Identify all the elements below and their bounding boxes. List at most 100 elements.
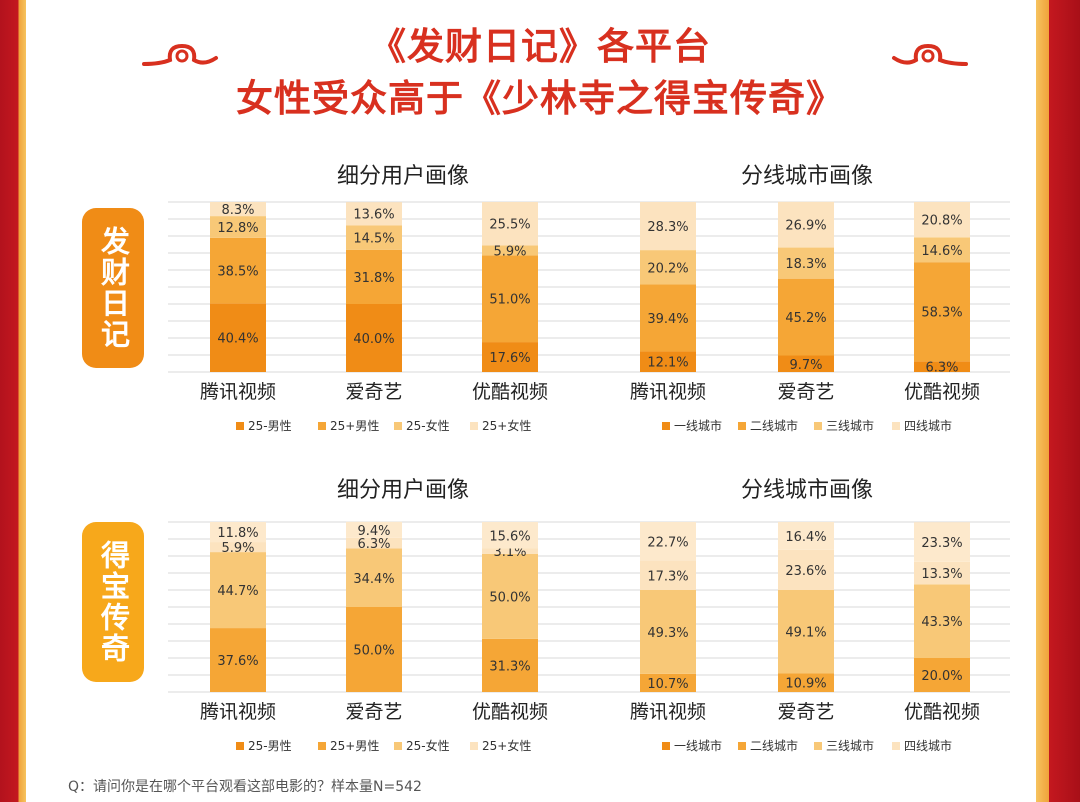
chart4-title: 分线城市画像 [740, 478, 873, 503]
legend-swatch [814, 422, 822, 430]
data-label: 10.9% [785, 677, 826, 692]
legend-swatch [318, 422, 326, 430]
legend-label: 二线城市 [750, 738, 798, 753]
legend-label: 四线城市 [904, 418, 952, 433]
data-label: 23.6% [785, 564, 826, 579]
bar-segment [914, 237, 970, 263]
bar-segment [210, 303, 266, 372]
legend-label: 一线城市 [674, 738, 722, 753]
data-label: 13.3% [921, 567, 962, 582]
data-label: 49.1% [785, 626, 826, 641]
data-label: 20.2% [647, 261, 688, 276]
data-label: 5.9% [493, 244, 526, 259]
data-label: 37.6% [217, 654, 258, 669]
category-label: 腾讯视频 [630, 381, 706, 403]
data-label: 11.8% [217, 526, 258, 541]
data-label: 17.6% [489, 351, 530, 366]
data-label: 14.6% [921, 244, 962, 259]
category-label: 优酷视频 [472, 381, 548, 403]
data-label: 15.6% [489, 529, 530, 544]
data-label: 14.5% [353, 232, 394, 247]
legend-swatch [738, 742, 746, 750]
data-label: 31.8% [353, 271, 394, 286]
legend-swatch [394, 742, 402, 750]
bar-segment [482, 548, 538, 554]
legend-swatch [892, 422, 900, 430]
bar-segment [914, 262, 970, 362]
data-label: 49.3% [647, 626, 688, 641]
category-label: 爱奇艺 [777, 701, 834, 723]
legend-label: 25-男性 [248, 739, 292, 753]
bar-segment [778, 201, 834, 248]
left-border [0, 0, 26, 802]
data-label: 9.7% [789, 358, 822, 373]
legend-swatch [236, 422, 244, 430]
data-label: 26.9% [785, 219, 826, 234]
bar-segment [640, 590, 696, 674]
bar-segment [778, 247, 834, 279]
film-tag-2-label: 得宝传奇 [96, 540, 131, 664]
data-label: 9.4% [357, 524, 390, 539]
data-label: 25.5% [489, 218, 530, 233]
bar-segment [914, 658, 970, 692]
film-tag-1: 发财日记 [82, 208, 144, 368]
film-tag-1-label: 发财日记 [96, 226, 131, 350]
bar-segment [914, 202, 970, 238]
data-label: 51.0% [489, 293, 530, 308]
data-label: 10.7% [647, 677, 688, 692]
legend-swatch [814, 742, 822, 750]
category-label: 爱奇艺 [777, 381, 834, 403]
legend-swatch [662, 422, 670, 430]
category-label: 优酷视频 [904, 701, 980, 723]
bar-segment [346, 249, 402, 304]
film-tag-2: 得宝传奇 [82, 522, 144, 682]
bar-segment [346, 607, 402, 692]
legend-label: 25-女性 [406, 418, 450, 433]
bar-segment [210, 522, 266, 543]
category-label: 腾讯视频 [630, 701, 706, 723]
title-line-2: 女性受众高于《少林寺之得宝传奇》 [236, 77, 844, 120]
bar-segment [210, 202, 266, 217]
data-label: 50.0% [489, 590, 530, 605]
chart1-title: 细分用户画像 [336, 164, 469, 189]
bar-segment [482, 638, 538, 692]
data-label: 18.3% [785, 257, 826, 272]
legend-swatch [318, 742, 326, 750]
category-label: 爱奇艺 [345, 381, 402, 403]
data-label: 39.4% [647, 312, 688, 327]
legend-label: 25-男性 [248, 419, 292, 433]
bar-segment [640, 351, 696, 372]
category-label: 优酷视频 [904, 381, 980, 403]
legend-swatch [470, 422, 478, 430]
bar-segment [778, 549, 834, 590]
legend-label: 25+女性 [482, 738, 531, 753]
bar-segment [640, 560, 696, 590]
data-label: 5.9% [221, 541, 254, 556]
data-label: 12.1% [647, 356, 688, 371]
data-label: 43.3% [921, 615, 962, 630]
bar-segment [346, 537, 402, 549]
data-label: 13.6% [353, 208, 394, 223]
data-label: 6.3% [357, 537, 390, 552]
data-label: 17.3% [647, 569, 688, 584]
bar-segment [482, 342, 538, 372]
data-label: 16.4% [785, 530, 826, 545]
bar-segment [482, 202, 538, 246]
bar-segment [482, 255, 538, 343]
chart-city-fortune: 12.1% 39.4% 20.2% 28.3% 腾讯视频 9.7% 45.2% 18.3% 26… [600, 201, 1010, 433]
bar-segment [346, 521, 402, 538]
bar-segment [210, 552, 266, 629]
title-line-1: 《发财日记》各平台 [369, 25, 711, 68]
legend-label: 25-女性 [406, 738, 450, 753]
data-label: 12.8% [217, 221, 258, 236]
bar-segment [778, 590, 834, 674]
legend-swatch [470, 742, 478, 750]
bar-segment [346, 202, 402, 226]
legend-label: 二线城市 [750, 418, 798, 433]
bar-segment [914, 584, 970, 658]
legend-swatch [662, 742, 670, 750]
legend-swatch [892, 742, 900, 750]
data-label: 44.7% [217, 584, 258, 599]
bar-segment [640, 250, 696, 285]
